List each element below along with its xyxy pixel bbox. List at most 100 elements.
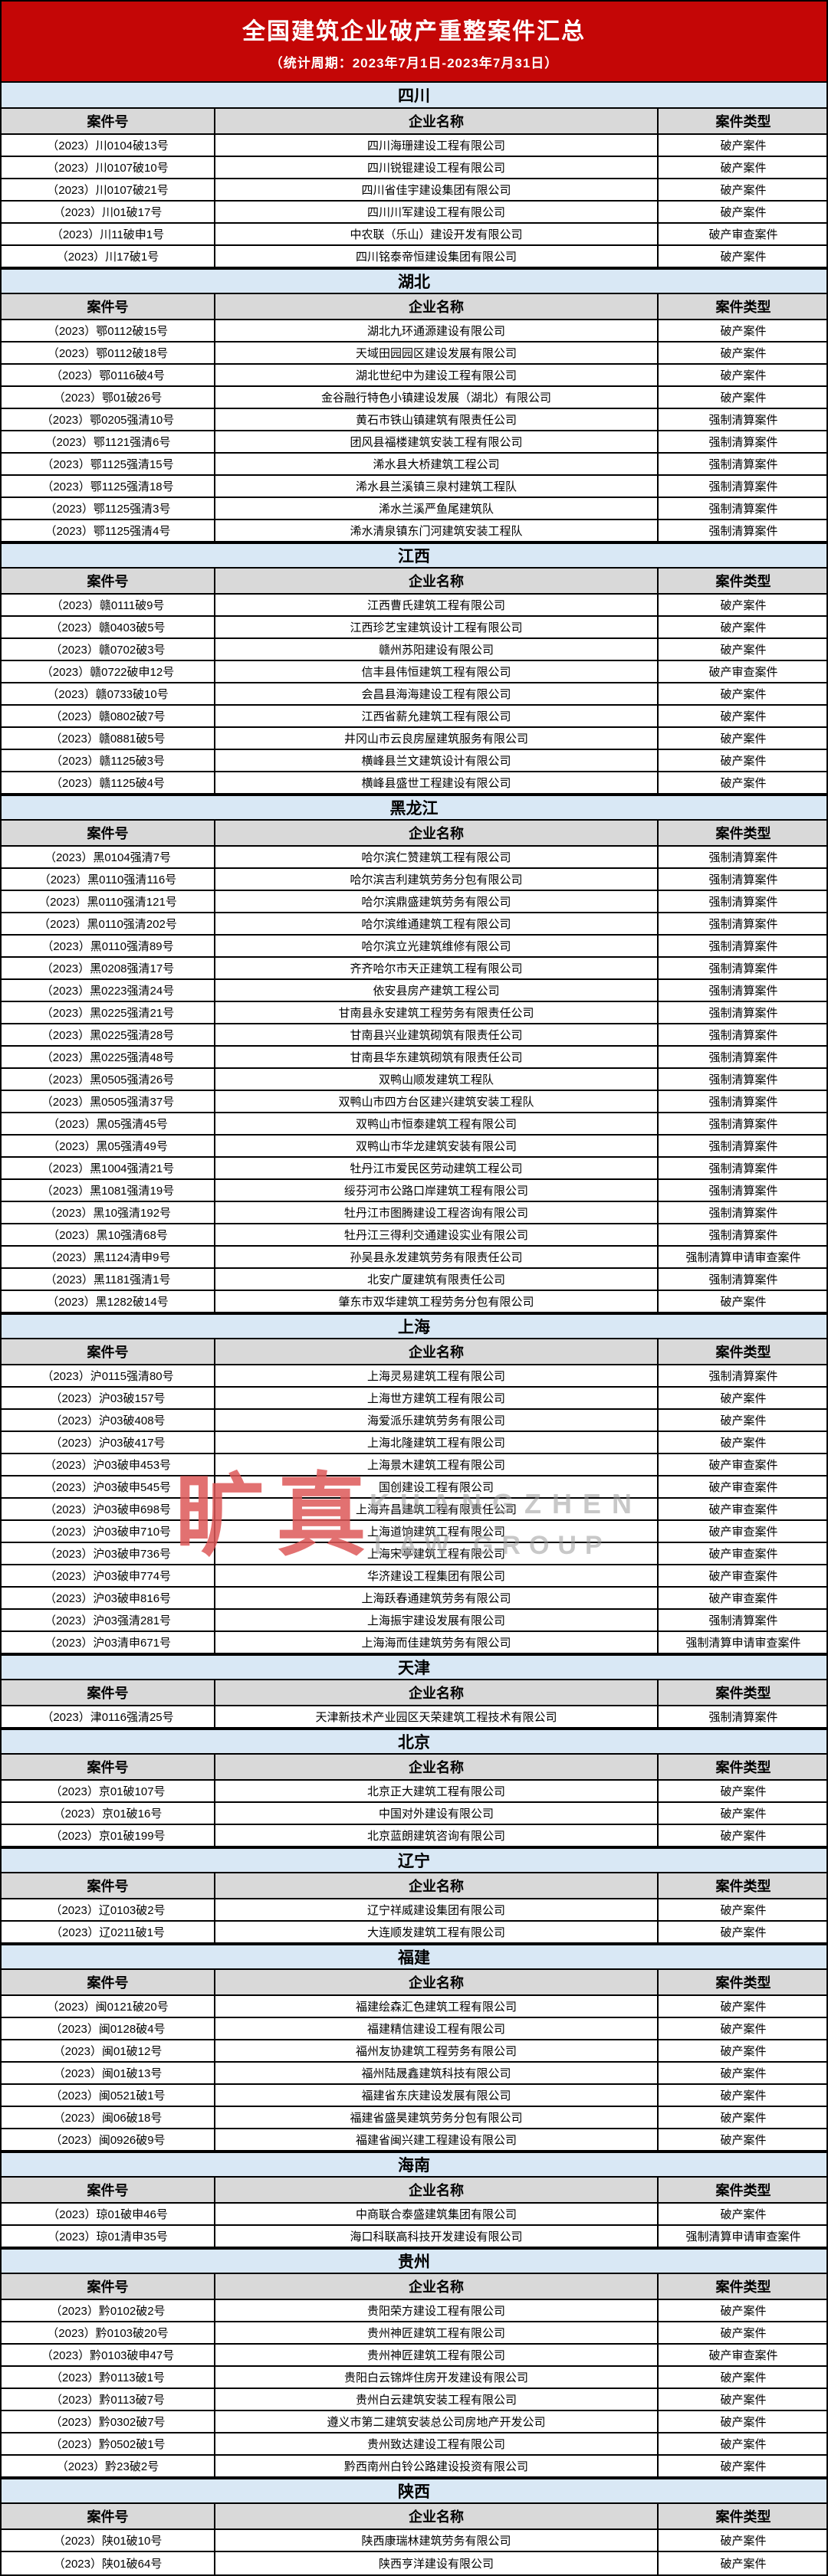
case-number-cell: （2023）赣0702破3号 [2, 639, 215, 660]
case-type-cell: 破产案件 [720, 1807, 767, 1821]
case-number-cell: （2023）黑0110强清116号 [2, 869, 215, 890]
table-row: （2023）辽0103破2号 辽宁祥威建设集团有限公司 破产案件 [2, 1899, 826, 1922]
case-type-cell: 强制清算案件 [708, 1273, 778, 1286]
case-number-cell: （2023）沪03破申774号 [2, 1565, 215, 1586]
table-row: （2023）黑05强清45号 双鸭山市恒泰建筑工程有限公司 强制清算案件 [2, 1113, 826, 1136]
company-name-cell: 湖北世纪中为建设工程有限公司 [215, 365, 659, 385]
column-header-row: 案件号 企业名称 案件类型 [2, 109, 826, 135]
table-row: （2023）黑0505强清26号 双鸭山顺发建筑工程队 强制清算案件 [2, 1069, 826, 1091]
case-number-cell: （2023）黑1081强清19号 [2, 1180, 215, 1201]
case-number-cell: （2023）黑0225强清48号 [2, 1047, 215, 1067]
table-row: （2023）黔0502破1号 贵州致达建设工程有限公司 破产案件 [2, 2433, 826, 2456]
company-name-cell: 上海道饷建筑工程有限公司 [215, 1521, 659, 1542]
table-row: （2023）鄂0112破15号 湖北九环通源建设有限公司 破产案件 [2, 320, 826, 342]
page-subtitle: （统计周期：2023年7月1日-2023年7月31日） [269, 55, 559, 70]
case-type-cell: 破产案件 [720, 369, 767, 382]
column-header-cell: 企业名称 [215, 2504, 659, 2528]
table-row: （2023）沪03破申774号 华济建设工程集团有限公司 破产审查案件 [2, 1565, 826, 1588]
case-type-cell: 破产审查案件 [708, 1526, 778, 1539]
company-name-cell: 上海灵易建筑工程有限公司 [215, 1365, 659, 1386]
case-type-cell: 强制清算案件 [708, 873, 778, 887]
province-header-row: 黑龙江 [2, 795, 826, 821]
case-number-cell: （2023）黑0110强清202号 [2, 913, 215, 934]
company-name-cell: 四川省佳宇建设集团有限公司 [215, 179, 659, 200]
case-number-cell: （2023）陕01破10号 [2, 2530, 215, 2551]
column-header-cell: 案件类型 [715, 1975, 771, 1991]
company-name-cell: 哈尔滨吉利建筑劳务分包有限公司 [215, 869, 659, 890]
table-row: （2023）黔0302破7号 遵义市第二建筑安装总公司房地产开发公司 破产案件 [2, 2411, 826, 2433]
case-type-cell: 强制清算案件 [708, 436, 778, 449]
column-header-cell: 案件号 [2, 2504, 215, 2528]
company-name-cell: 北安广厦建筑有限责任公司 [215, 1269, 659, 1290]
table-row: （2023）琼01破申46号 中商联合泰盛建筑集团有限公司 破产案件 [2, 2204, 826, 2226]
table-row: （2023）赣0881破5号 井冈山市云良房屋建筑服务有限公司 破产案件 [2, 728, 826, 750]
company-name-cell: 井冈山市云良房屋建筑服务有限公司 [215, 728, 659, 749]
case-number-cell: （2023）黑0505强清26号 [2, 1069, 215, 1090]
table-row: （2023）赣1125破4号 横峰县盛世工程建设有限公司 破产案件 [2, 772, 826, 795]
company-name-cell: 哈尔滨鼎盛建筑劳务有限公司 [215, 891, 659, 912]
table-row: （2023）鄂1121强清6号 团风县福楼建筑安装工程有限公司 强制清算案件 [2, 431, 826, 454]
column-header-row: 案件号 企业名称 案件类型 [2, 1970, 826, 1996]
company-name-cell: 牡丹江三得利交通建设实业有限公司 [215, 1224, 659, 1245]
table-row: （2023）川11破申1号 中农联（乐山）建设开发有限公司 破产审查案件 [2, 224, 826, 246]
company-name-cell: 甘南县兴业建筑砌筑有限责任公司 [215, 1024, 659, 1045]
case-type-cell: 破产审查案件 [708, 666, 778, 679]
case-type-cell: 破产审查案件 [708, 1503, 778, 1516]
province-header-row: 江西 [2, 542, 826, 569]
case-number-cell: （2023）沪03破申736号 [2, 1543, 215, 1564]
company-name-cell: 福建精信建设工程有限公司 [215, 2018, 659, 2039]
company-name-cell: 浠水兰溪严鱼尾建筑队 [215, 498, 659, 519]
case-type-cell: 破产案件 [720, 2460, 767, 2473]
company-name-cell: 横峰县兰文建筑设计有限公司 [215, 750, 659, 771]
table-row: （2023）闽01破12号 福州友协建筑工程劳务有限公司 破产案件 [2, 2040, 826, 2063]
case-type-cell: 强制清算案件 [708, 525, 778, 538]
table-row: （2023）赣0802破7号 江西省薪允建筑工程有限公司 破产案件 [2, 706, 826, 728]
case-number-cell: （2023）黑1004强清21号 [2, 1158, 215, 1178]
table-row: （2023）津0116强清25号 天津新技术产业园区天荣建筑工程技术有限公司 强制清… [2, 1706, 826, 1729]
case-type-cell: 破产案件 [720, 139, 767, 152]
table-row: （2023）鄂1125强清15号 浠水县大桥建筑工程公司 强制清算案件 [2, 454, 826, 476]
table-row: （2023）黑0110强清89号 哈尔滨立光建筑维修有限公司 强制清算案件 [2, 936, 826, 958]
page-title: 全国建筑企业破产重整案件汇总 [242, 18, 586, 44]
case-number-cell: （2023）赣0722破申12号 [2, 661, 215, 682]
province-header-row: 天津 [2, 1654, 826, 1680]
table-row: （2023）赣0702破3号 赣州苏阳建设有限公司 破产案件 [2, 639, 826, 661]
case-number-cell: （2023）京01破107号 [2, 1781, 215, 1801]
case-type-cell: 破产案件 [720, 2089, 767, 2102]
case-number-cell: （2023）鄂1125强清4号 [2, 520, 215, 541]
company-name-cell: 中商联合泰盛建筑集团有限公司 [215, 2204, 659, 2224]
table-row: （2023）川01破17号 四川川军建设工程有限公司 破产案件 [2, 202, 826, 224]
company-name-cell: 双鸭山市恒泰建筑工程有限公司 [215, 1113, 659, 1134]
case-number-cell: （2023）黔0102破2号 [2, 2300, 215, 2321]
table-row: （2023）陕01破64号 陕西亨洋建设有限公司 破产案件 [2, 2552, 826, 2574]
company-name-cell: 浠水县兰溪镇三泉村建筑工程队 [215, 476, 659, 497]
company-name-cell: 福建省闽兴建工程建设有限公司 [215, 2129, 659, 2150]
table-row: （2023）赣0722破申12号 信丰县伟恒建筑工程有限公司 破产审查案件 [2, 661, 826, 683]
case-number-cell: （2023）川0107破10号 [2, 157, 215, 178]
table-row: （2023）赣0733破10号 会昌县海海建设工程有限公司 破产案件 [2, 683, 826, 706]
table-row: （2023）黑10强清68号 牡丹江三得利交通建设实业有限公司 强制清算案件 [2, 1224, 826, 1247]
company-name-cell: 双鸭山市华龙建筑安装有限公司 [215, 1136, 659, 1156]
case-number-cell: （2023）黔23破2号 [2, 2456, 215, 2476]
column-header-cell: 案件类型 [715, 1345, 771, 1360]
column-header-cell: 案件类型 [715, 2279, 771, 2295]
case-type-cell: 破产案件 [720, 732, 767, 746]
case-type-cell: 破产案件 [720, 599, 767, 612]
case-number-cell: （2023）黑0505强清37号 [2, 1091, 215, 1112]
case-number-cell: （2023）鄂01破26号 [2, 387, 215, 408]
case-number-cell: （2023）陕01破64号 [2, 2552, 215, 2574]
column-header-row: 案件号 企业名称 案件类型 [2, 2504, 826, 2530]
case-type-cell: 强制清算案件 [708, 1370, 778, 1383]
case-type-cell: 强制清算案件 [708, 1229, 778, 1242]
case-number-cell: （2023）闽0926破9号 [2, 2129, 215, 2150]
table-row: （2023）黑05强清49号 双鸭山市华龙建筑安装有限公司 强制清算案件 [2, 1136, 826, 1158]
table-row: （2023）黑1124清申9号 孙吴县永发建筑劳务有限责任公司 强制清算申请审查案件 [2, 1247, 826, 1269]
case-number-cell: （2023）黑0223强清24号 [2, 980, 215, 1001]
case-number-cell: （2023）沪03破申453号 [2, 1454, 215, 1475]
table-row: （2023）鄂0205强清10号 黄石市铁山镇建筑有限责任公司 强制清算案件 [2, 409, 826, 431]
company-name-cell: 福建绘森汇色建筑工程有限公司 [215, 1996, 659, 2017]
case-type-cell: 强制清算案件 [708, 503, 778, 516]
case-type-cell: 强制清算案件 [708, 1029, 778, 1042]
case-type-cell: 破产审查案件 [708, 1570, 778, 1583]
case-number-cell: （2023）辽0103破2号 [2, 1899, 215, 1920]
